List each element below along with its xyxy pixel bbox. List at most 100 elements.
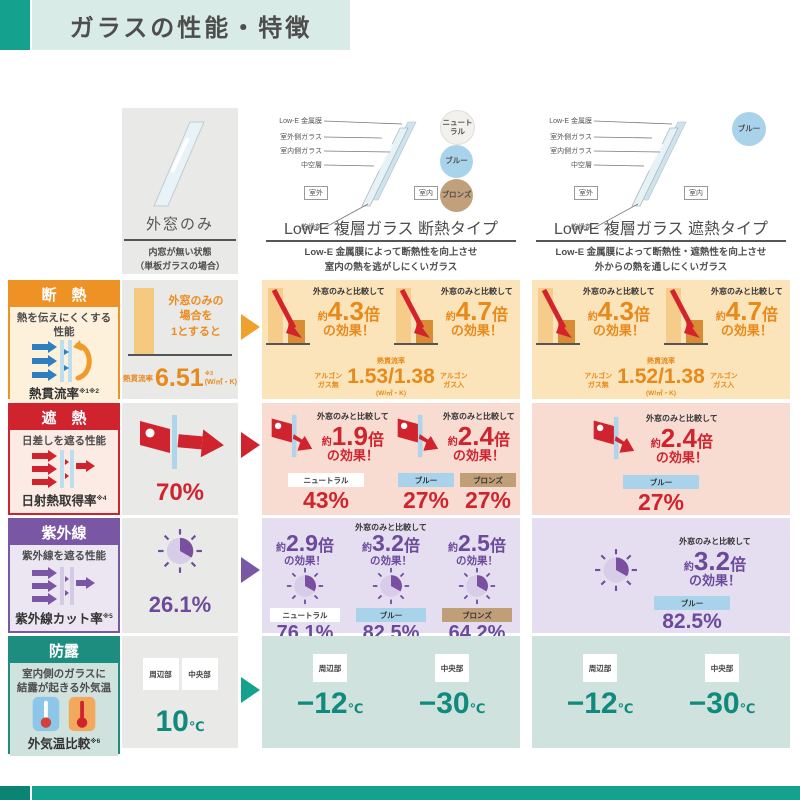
header-accent-square (0, 0, 30, 50)
comparison-group: 外窓のみと比較して 約4.7倍 の効果！ (394, 286, 513, 348)
baseline-caption-line2: （単板ガラスの場合） (135, 260, 225, 271)
comparison-group: 外窓のみと比較して 約1.9倍 の効果！ (268, 411, 389, 464)
row-arrow-insulation (241, 314, 260, 340)
argon-with-label: アルゴンガス入 (439, 373, 468, 389)
factor-value: 約1.9倍 (321, 421, 384, 451)
factor-value: 約2.9倍 (276, 530, 334, 556)
badge-center: 中央部 (435, 654, 469, 682)
color-badge-blue: ブルー (623, 475, 699, 489)
uv-group-blue: 約3.2倍 の効果！ ブルー 82.5% (348, 531, 434, 645)
comparison-group: 外窓のみと比較して 約4.3倍 の効果！ (266, 286, 385, 348)
comparison-bars-icon (664, 288, 708, 345)
baseline-note-line1: 外窓のみの (168, 295, 224, 307)
diagram-label-inside: 室内 (414, 186, 438, 200)
row-desc-insulation: 熱を伝えにくくする性能 (16, 312, 112, 338)
cell-shielding-type-uv: 外窓のみと比較して 約3.2倍 の効果！ ブルー 82.5% (532, 518, 790, 633)
factor-value: 約4.7倍 (715, 296, 778, 326)
divider (536, 240, 786, 242)
uv-pie-icon (286, 567, 324, 605)
column-header-insulation: Low-E 金属膜 室外側ガラス 室内側ガラス 中空層 乾燥剤 室外 室内 ニュ… (262, 108, 520, 274)
uv-pie-icon (158, 529, 202, 573)
compare-note: 外窓のみと比較して (646, 414, 718, 423)
position-badges: 周辺部 中央部 (122, 658, 238, 690)
factor-value: 約3.2倍 (683, 546, 747, 576)
cell-insulation-type-condensation: 周辺部 −12℃ 中央部 −30℃ (262, 636, 520, 748)
shielding-caption-line1: Low-E 金属膜によって断熱性・遮熱性を向上させ (555, 247, 767, 258)
row-metric-shading: 日射熱取得率※4 (21, 493, 107, 508)
row-arrow-uv (241, 557, 260, 583)
baseline-column-name: 外窓のみ (145, 216, 214, 233)
factor-value: 約4.3倍 (317, 296, 380, 326)
sun-deflect-icon (271, 414, 313, 458)
cell-insulation-type-shading: 外窓のみと比較して 約1.9倍 の効果！ 外窓のみと比較して 約2.4倍 の効果… (262, 403, 520, 515)
column-header-baseline: 外窓のみ 内窓が無い状態 （単板ガラスの場合） (122, 108, 238, 274)
compare-note: 外窓のみと比較して (355, 523, 427, 532)
page-title-bar: ガラスの性能・特徴 (32, 0, 350, 50)
effect-label: の効果！ (456, 555, 498, 567)
badge-value: 82.5% (662, 610, 722, 633)
row-title-shading: 遮 熱 (10, 405, 118, 430)
diagram-label-inner-glass: 室内側ガラス (550, 148, 592, 155)
row-desc-condensation: 室内側のガラスに 結露が起きる外気温 (16, 668, 112, 694)
diagram-label-desiccant: 乾燥剤 (301, 224, 322, 231)
row-metric-condensation: 外気温比較※6 (27, 737, 101, 752)
row-metric-uv: 紫外線カット率※5 (15, 611, 113, 626)
compare-note: 外窓のみと比較して (441, 287, 513, 296)
sun-arrow-icon (140, 415, 224, 469)
comparison-group: 外窓のみと比較して 約2.4倍 の効果！ (394, 411, 515, 464)
effect-label: の効果！ (655, 450, 708, 465)
badge-edge: 周辺部 (583, 654, 617, 682)
color-badge-blue: ブルー (398, 473, 454, 487)
cell-shielding-type-shading: 外窓のみと比較して 約2.4倍 の効果！ ブルー 27% (532, 403, 790, 515)
color-badge-neutral: ニュートラル (288, 473, 364, 487)
factor-value: 約4.7倍 (445, 296, 508, 326)
row-title-condensation: 防露 (10, 638, 118, 663)
row-arrow-condensation (241, 677, 260, 703)
effect-label: の効果！ (370, 555, 412, 567)
badge-edge: 周辺部 (142, 658, 179, 690)
baseline-bar (134, 288, 154, 354)
factor-value: 約2.4倍 (650, 423, 713, 453)
diagram-label-outer-glass: 室外側ガラス (280, 134, 322, 141)
color-badge-bronze: ブロンズ (442, 608, 512, 623)
temp-pair-edge: 周辺部 −12℃ (290, 654, 370, 719)
cell-insulation-type-insulation: 外窓のみと比較して 約4.3倍 の効果！ 外窓のみと比較して 約4.7倍 の効果… (262, 280, 520, 399)
sun-block-icon (32, 450, 95, 489)
badge-edge: 周辺部 (313, 654, 347, 682)
uv-group-neutral: 約2.9倍 の効果！ ニュートラル 76.1% (262, 531, 348, 645)
baseline-temp: 10℃ (155, 705, 205, 738)
divider (124, 239, 236, 241)
badge-center: 中央部 (181, 658, 218, 690)
compare-note: 外窓のみと比較して (583, 287, 655, 296)
page-title: ガラスの性能・特徴 (69, 14, 313, 42)
badge-value: 27% (637, 489, 685, 515)
single-glass-pane-icon (153, 121, 205, 207)
double-glazing-diagram-icon (593, 120, 687, 229)
uv-block-icon (32, 566, 95, 605)
row-label-insulation: 断 熱 熱を伝えにくくする性能 熱貫流率※1※2 (8, 280, 120, 407)
comparison-group: 外窓のみと比較して 約2.4倍 の効果！ (590, 413, 718, 466)
color-badge-blue: ブルー (356, 608, 426, 623)
color-option-blue: ブルー (440, 145, 473, 178)
baseline-note-line2: 場合を (179, 310, 213, 323)
factor-value: 約2.4倍 (447, 421, 510, 451)
diagram-label-inside: 室内 (684, 186, 708, 200)
argon-without-label: アルゴンガス無 (584, 373, 613, 389)
color-badge-bronze: ブロンズ (460, 473, 516, 487)
uv-pie-icon (458, 567, 496, 605)
cell-baseline-shading: 70% (122, 403, 238, 515)
comparison-bars-icon (394, 288, 438, 345)
temp-pair-center: 中央部 −30℃ (412, 654, 492, 719)
baseline-shading-value: 70% (155, 479, 205, 506)
column-header-shielding: Low-E 金属膜 室外側ガラス 室内側ガラス 中空層 乾燥剤 室外 室内 ブル… (532, 108, 790, 274)
factor-value: 約2.5倍 (448, 530, 506, 556)
compare-note: 外窓のみと比較して (679, 537, 751, 546)
sun-deflect-icon (397, 414, 439, 458)
color-badge-blue: ブルー (654, 596, 730, 610)
diagram-label-outer-glass: 室外側ガラス (550, 134, 592, 141)
factor-value: 約4.3倍 (587, 296, 650, 326)
diagram-label-desiccant: 乾燥剤 (571, 224, 592, 231)
compare-note: 外窓のみと比較して (443, 412, 515, 421)
footer-accent-square (0, 786, 30, 800)
comparison-bars-icon (266, 288, 310, 345)
